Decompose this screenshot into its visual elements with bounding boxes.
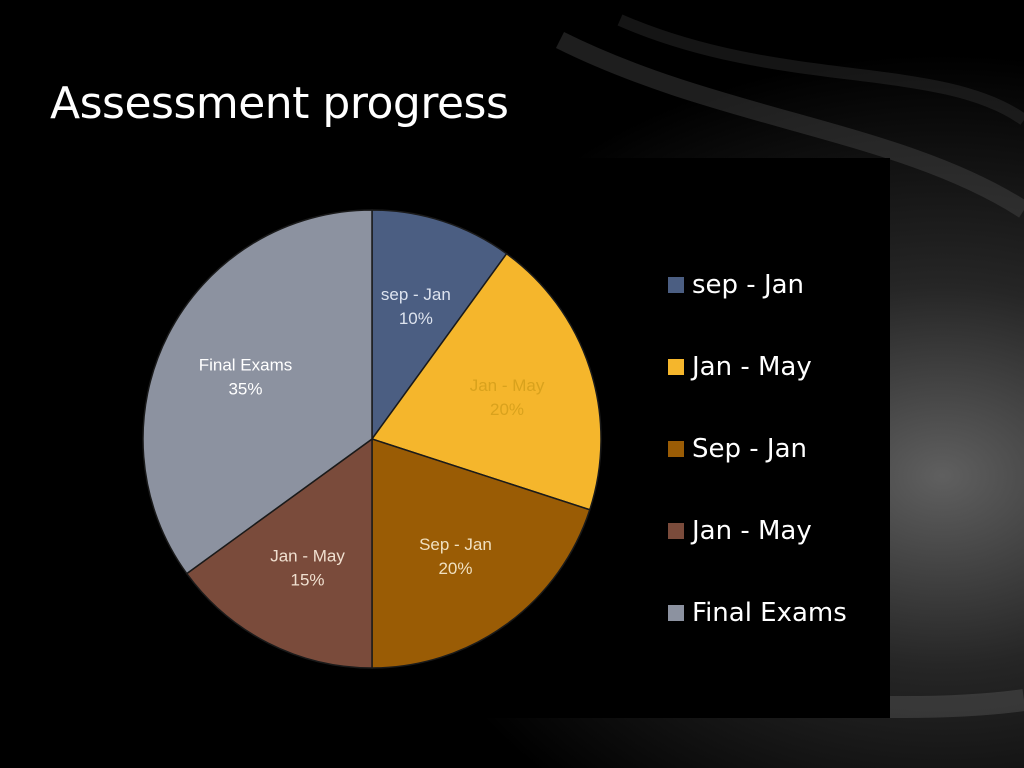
pie-slice (142, 209, 373, 575)
slice-label: sep - Jan (381, 285, 451, 304)
legend-swatch (668, 359, 684, 375)
chart-panel: sep - Jan 10% Jan - May 20% Sep - Jan 20% Jan … (138, 158, 890, 718)
legend-swatch (668, 441, 684, 457)
legend-swatch (668, 523, 684, 539)
legend-label: Jan - May (692, 352, 812, 382)
legend-item: Final Exams (668, 572, 888, 654)
slice-percent: 20% (490, 400, 524, 419)
legend-swatch (668, 277, 684, 293)
slide-title: Assessment progress (50, 78, 509, 129)
slice-label: Sep - Jan (419, 535, 492, 554)
slice-percent: 20% (438, 559, 472, 578)
slice-label: Jan - May (470, 376, 545, 395)
pie-slice (371, 209, 508, 442)
pie-slice (370, 252, 602, 511)
slice-percent: 10% (399, 309, 433, 328)
slice-label: Final Exams (199, 356, 293, 375)
legend-label: Sep - Jan (692, 434, 807, 464)
chart-legend: sep - Jan Jan - May Sep - Jan Jan - May Fina… (668, 244, 888, 654)
pie-slice (185, 437, 373, 669)
pie-slice (371, 437, 591, 669)
legend-item: Jan - May (668, 490, 888, 572)
legend-label: Jan - May (692, 516, 812, 546)
slice-percent: 15% (291, 571, 325, 590)
legend-label: Final Exams (692, 598, 847, 628)
legend-swatch (668, 605, 684, 621)
slice-percent: 35% (228, 380, 262, 399)
slice-label: Jan - May (270, 547, 345, 566)
legend-item: sep - Jan (668, 244, 888, 326)
legend-label: sep - Jan (692, 270, 805, 300)
pie-chart: sep - Jan 10% Jan - May 20% Sep - Jan 20% Jan … (142, 209, 602, 669)
legend-item: Jan - May (668, 326, 888, 408)
legend-item: Sep - Jan (668, 408, 888, 490)
